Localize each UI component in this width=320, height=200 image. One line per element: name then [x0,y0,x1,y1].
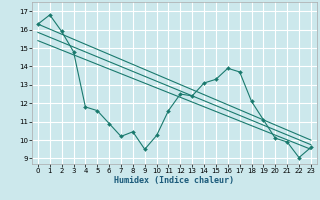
X-axis label: Humidex (Indice chaleur): Humidex (Indice chaleur) [115,176,234,185]
